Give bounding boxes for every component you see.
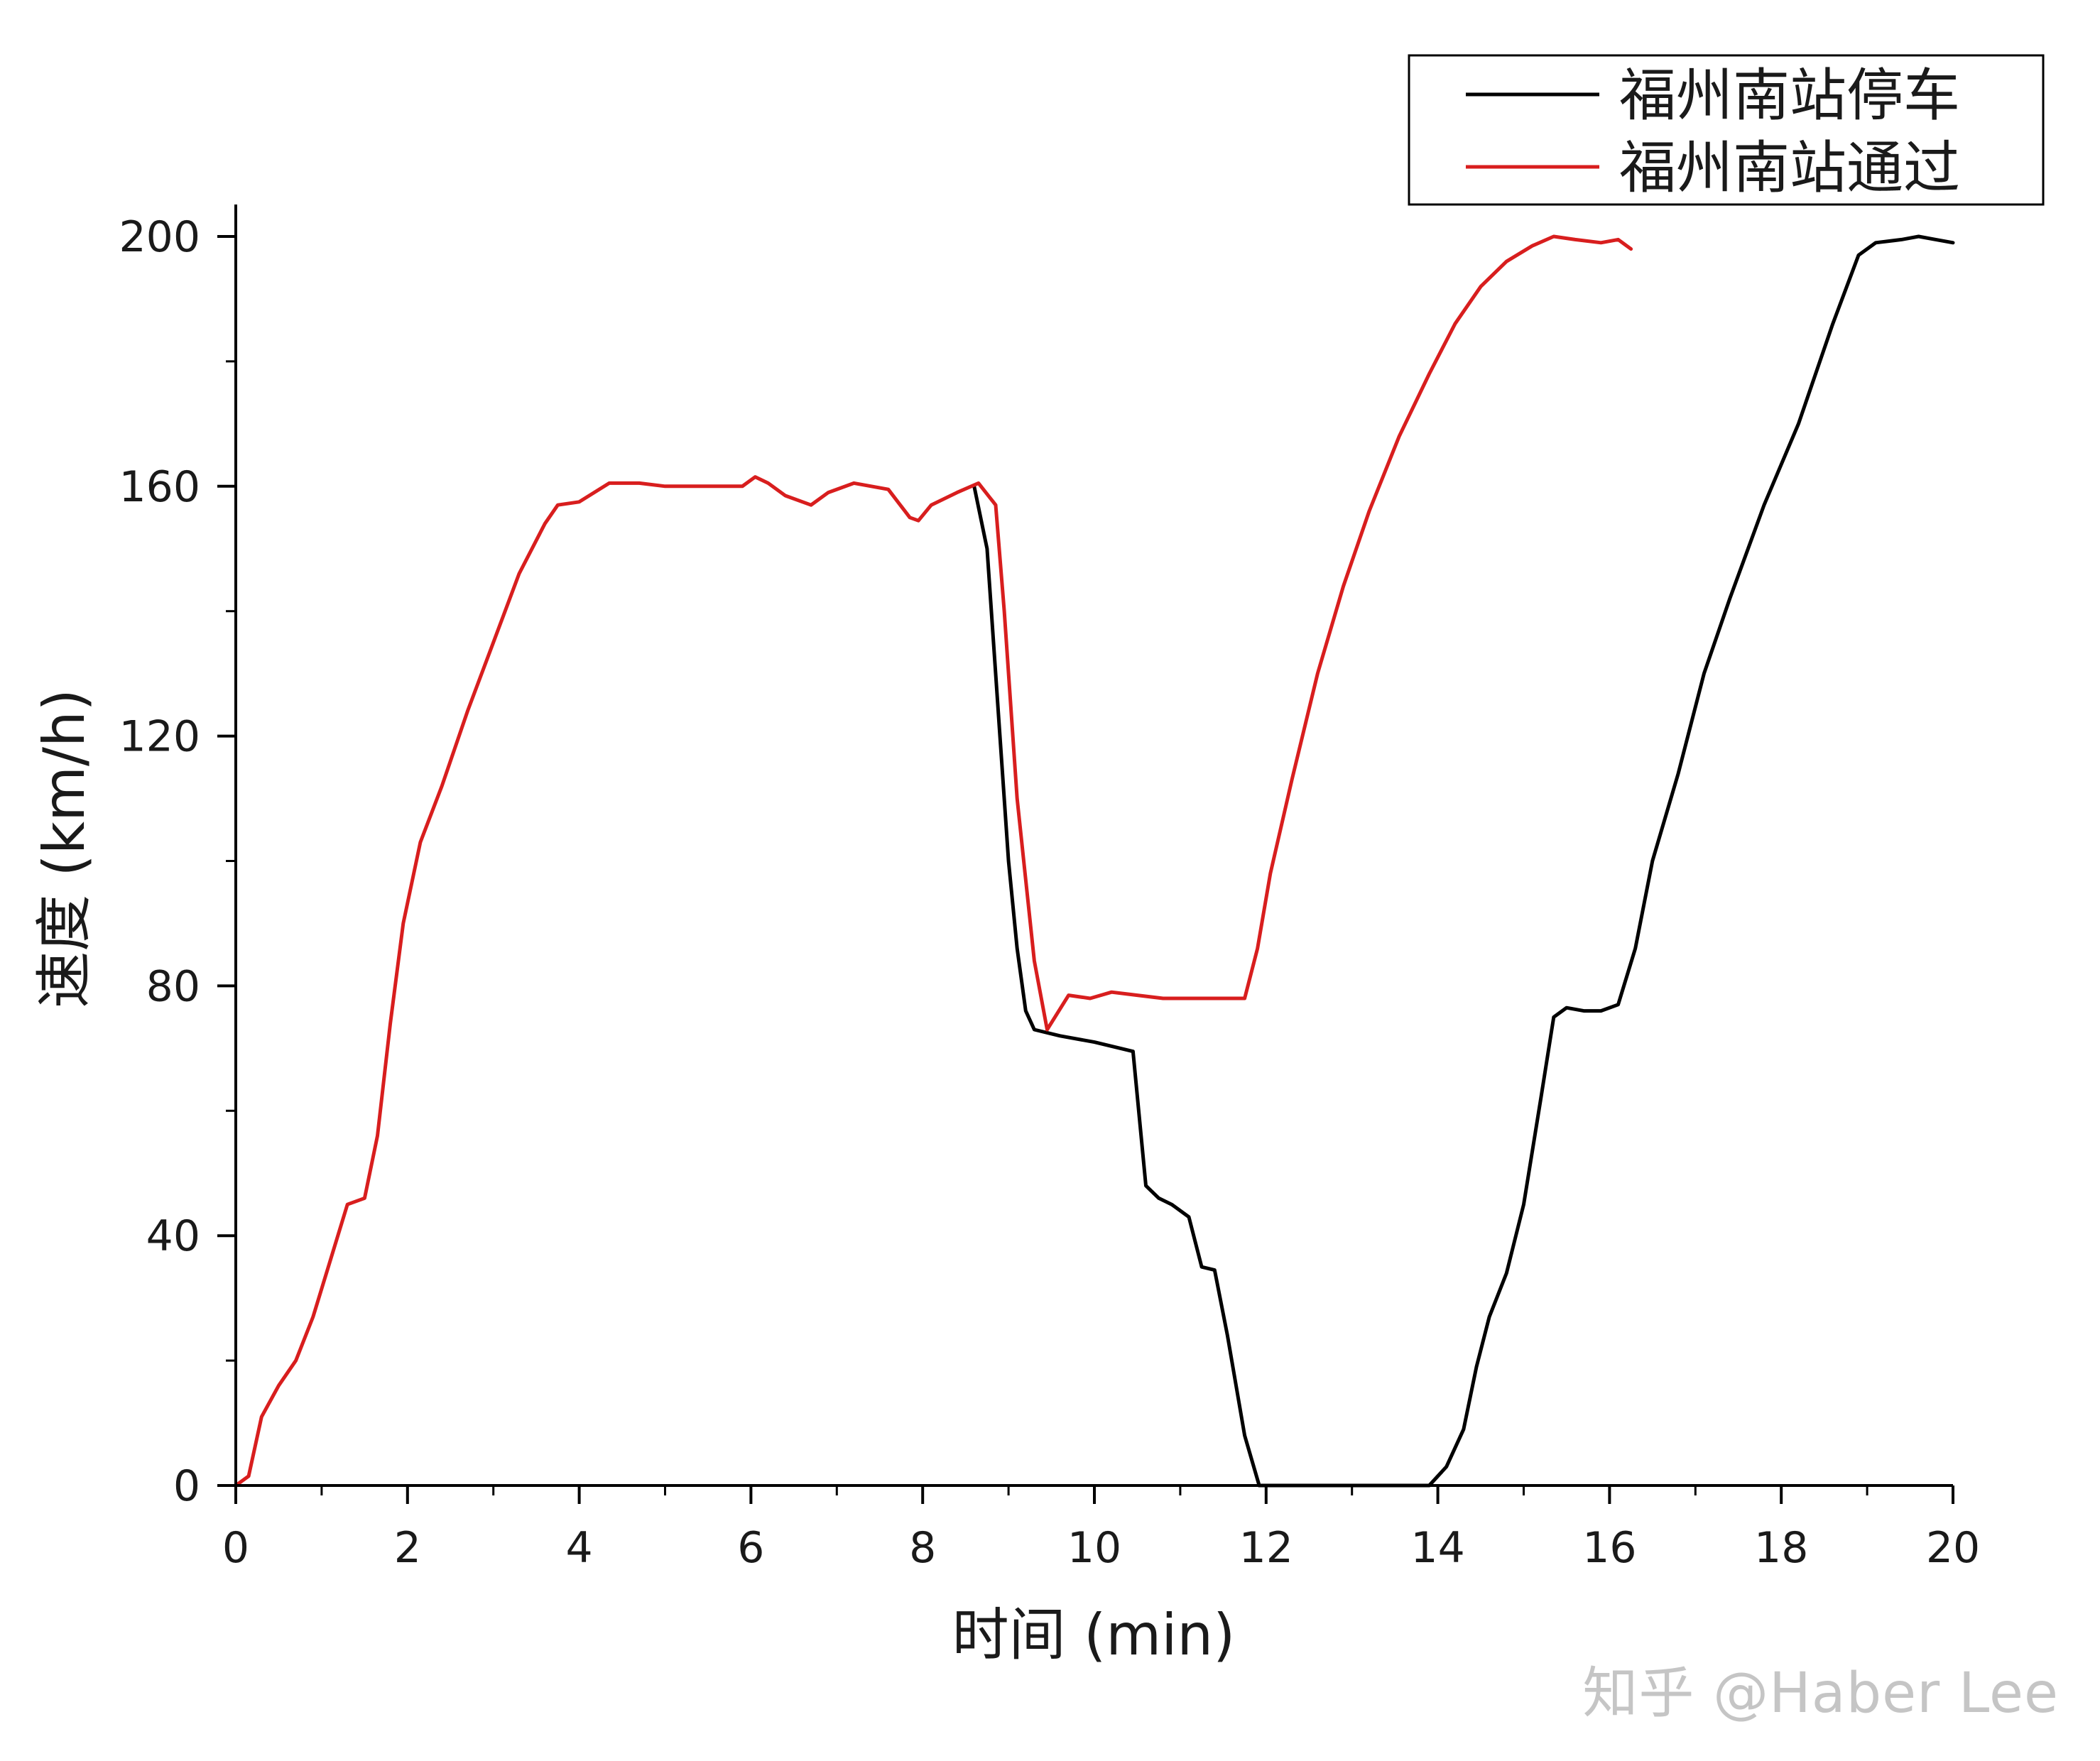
- x-tick-label: 8: [909, 1523, 936, 1573]
- series-line-stop: [972, 234, 1955, 1488]
- x-axis-title: 时间 (min): [952, 1602, 1236, 1668]
- x-tick-label: 18: [1754, 1523, 1808, 1573]
- watermark-text: 知乎 @Haber Lee: [1582, 1662, 2059, 1725]
- series-line-pass: [234, 234, 1633, 1488]
- x-tick-label: 6: [737, 1523, 764, 1573]
- x-tick-label: 10: [1067, 1523, 1121, 1573]
- x-tick-label: 14: [1410, 1523, 1464, 1573]
- y-axis-title: 速度 (km/h): [31, 689, 97, 1008]
- legend: 福州南站停车 福州南站通过: [1408, 54, 2045, 206]
- axes: [217, 205, 1954, 1504]
- y-tick-label: 160: [119, 462, 200, 512]
- plot-lines: [234, 234, 1955, 1488]
- x-tick-label: 2: [394, 1523, 421, 1573]
- y-tick-label: 200: [119, 212, 200, 262]
- x-tick-label: 0: [222, 1523, 249, 1573]
- x-tick-label: 12: [1239, 1523, 1293, 1573]
- y-tick-label: 40: [146, 1211, 200, 1261]
- x-tick-label: 20: [1926, 1523, 1980, 1573]
- legend-label-pass: 福州南站通过: [1619, 135, 1960, 201]
- legend-box: [1408, 54, 2045, 206]
- y-tick-label: 80: [146, 961, 200, 1011]
- y-tick-label: 0: [173, 1461, 200, 1511]
- y-tick-label: 120: [119, 712, 200, 762]
- x-tick-label: 4: [566, 1523, 593, 1573]
- legend-label-stop: 福州南站停车: [1619, 62, 1960, 129]
- x-tick-label: 16: [1582, 1523, 1636, 1573]
